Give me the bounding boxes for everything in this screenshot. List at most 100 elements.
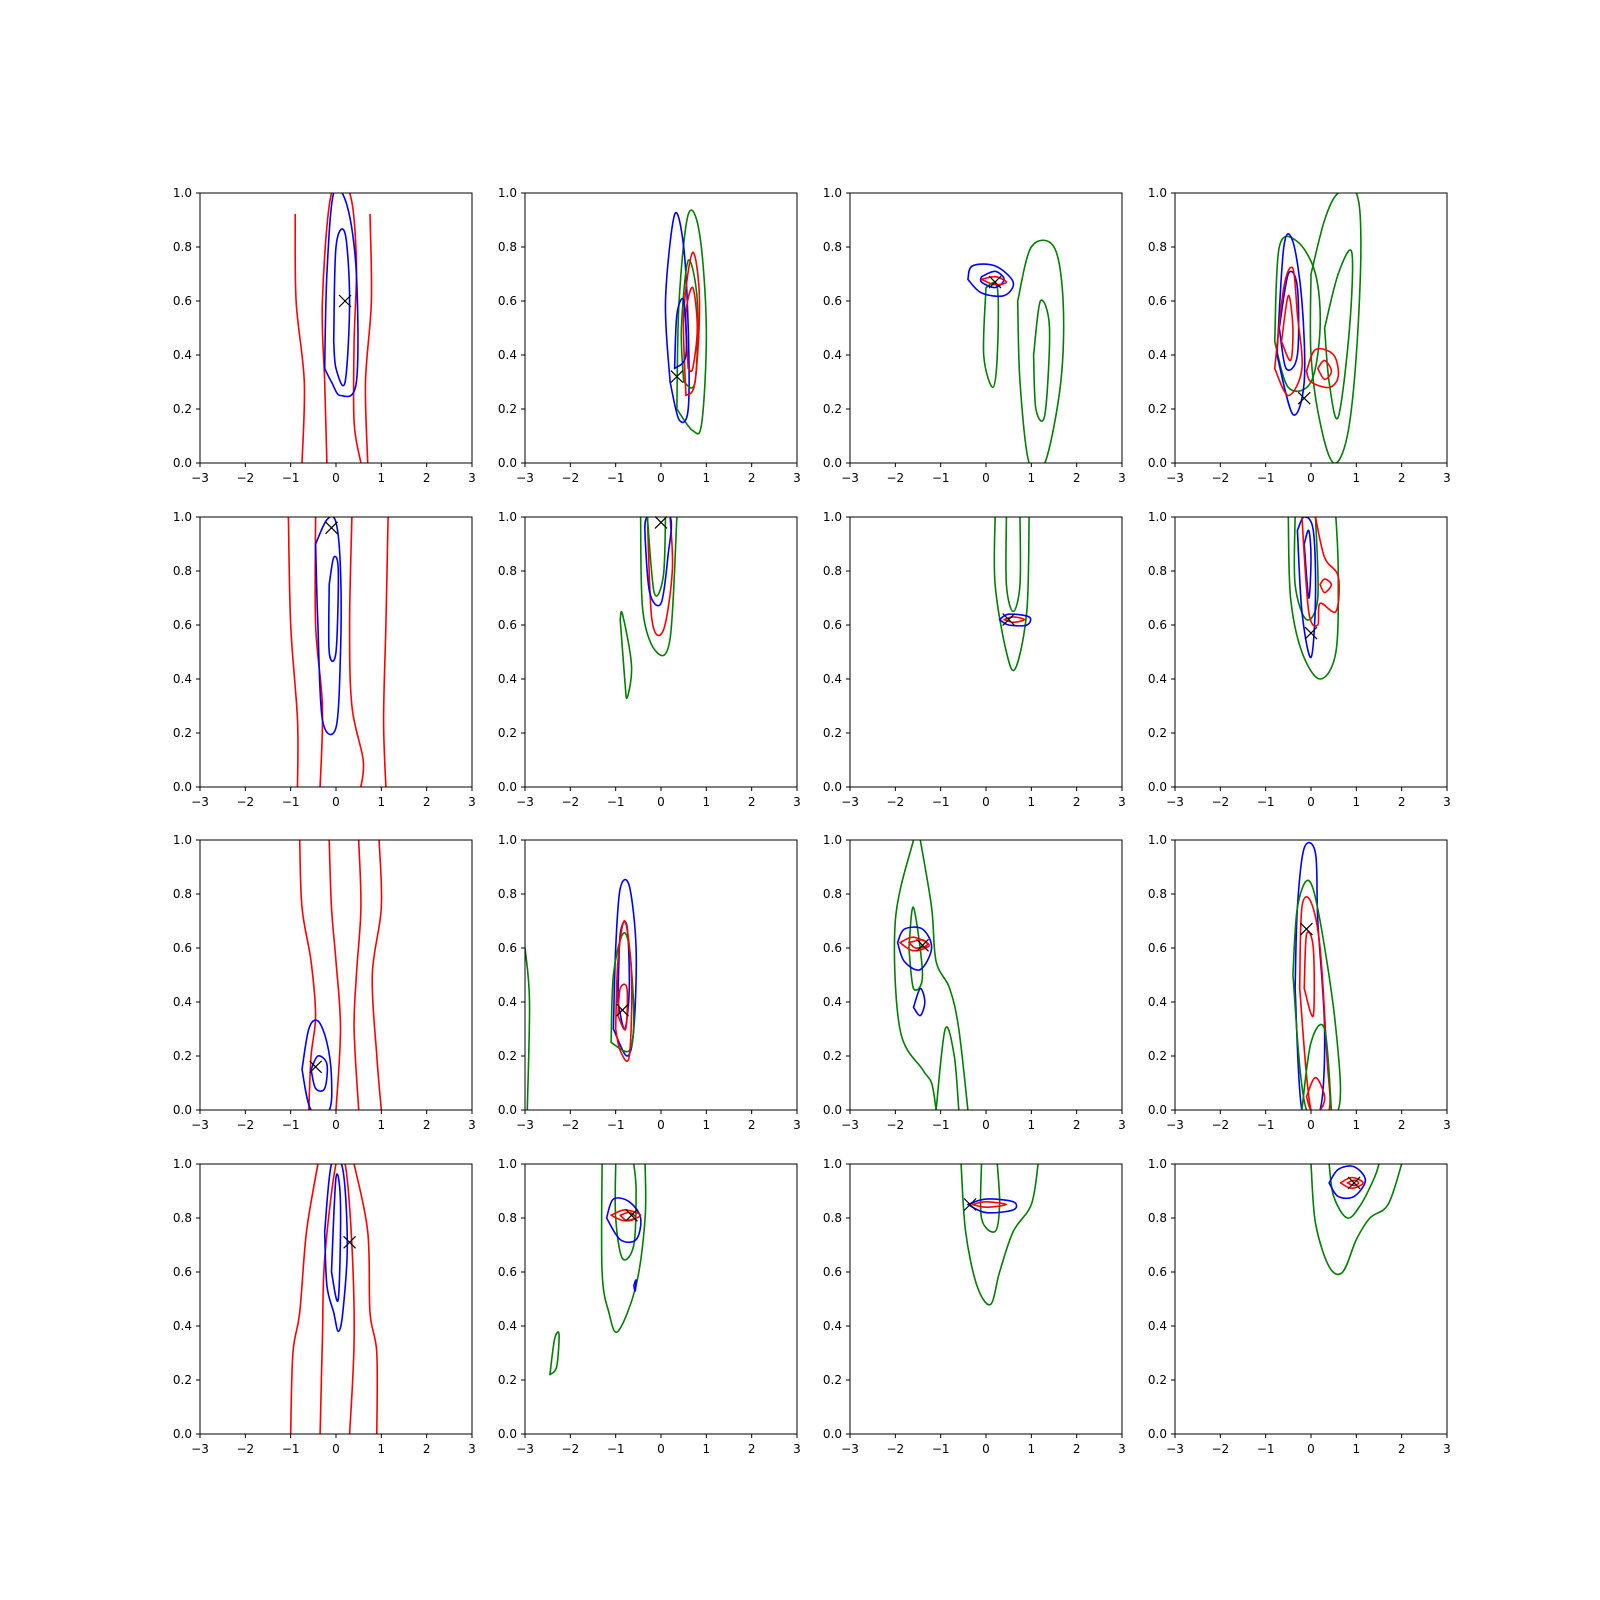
x-tick-label: −3 bbox=[841, 1118, 859, 1132]
red-contour-line bbox=[364, 213, 373, 463]
x-tick-label: 2 bbox=[748, 1442, 756, 1456]
blue-contour-line bbox=[644, 517, 673, 607]
y-tick-label: 1.0 bbox=[498, 186, 517, 200]
y-tick-label: 0.2 bbox=[498, 726, 517, 740]
x-marker bbox=[988, 275, 1002, 289]
subplot-4-2: −3 −2 −1 0 1 2 3 0.0 0.2 0.4 0.6 0.8 1.0 bbox=[498, 1157, 801, 1456]
y-tick-label: 0.6 bbox=[498, 941, 517, 955]
y-tick-label: 0.4 bbox=[498, 348, 517, 362]
x-marker bbox=[616, 1003, 629, 1017]
x-tick-label: 2 bbox=[423, 1442, 431, 1456]
x-tick-label: −1 bbox=[1257, 795, 1275, 809]
y-tick-label: 1.0 bbox=[823, 1157, 842, 1171]
x-tick-label: −1 bbox=[1257, 1442, 1275, 1456]
contour-lines bbox=[1273, 193, 1362, 463]
y-tick-label: 1.0 bbox=[1148, 1157, 1167, 1171]
blue-contour-line bbox=[310, 1055, 329, 1092]
red-contour-line bbox=[287, 517, 299, 787]
subplot-2-3: −3 −2 −1 0 1 2 3 0.0 0.2 0.4 0.6 0.8 1.0 bbox=[823, 510, 1126, 809]
subplot-4-3: −3 −2 −1 0 1 2 3 0.0 0.2 0.4 0.6 0.8 1.0 bbox=[823, 1157, 1126, 1456]
y-tick-label: 1.0 bbox=[1148, 186, 1167, 200]
x-tick-label: −2 bbox=[236, 1118, 254, 1132]
x-tick-label: 1 bbox=[1353, 1118, 1361, 1132]
red-contour-line bbox=[294, 213, 306, 463]
y-tick-label: 0.8 bbox=[498, 564, 517, 578]
x-tick-label: 1 bbox=[703, 1118, 711, 1132]
y-tick-label: 0.8 bbox=[1148, 887, 1167, 901]
y-tick-label: 1.0 bbox=[1148, 833, 1167, 847]
x-tick-label: −2 bbox=[236, 795, 254, 809]
y-tick-label: 0.4 bbox=[823, 348, 842, 362]
blue-contour-line bbox=[330, 1173, 342, 1303]
green-contour-line bbox=[935, 1026, 960, 1110]
x-tick-label: −1 bbox=[607, 795, 625, 809]
green-contour-line bbox=[1287, 517, 1340, 680]
x-marker bbox=[625, 1208, 638, 1222]
x-tick-label: 1 bbox=[378, 795, 386, 809]
red-contour-line bbox=[610, 1209, 642, 1222]
x-tick-label: 0 bbox=[332, 1442, 340, 1456]
y-tick-label: 0.4 bbox=[823, 1319, 842, 1333]
x-tick-label: 1 bbox=[378, 1118, 386, 1132]
red-contour-line bbox=[348, 517, 365, 787]
blue-contour-line bbox=[1328, 1165, 1367, 1200]
red-contour-line bbox=[682, 251, 701, 397]
y-tick-label: 0.6 bbox=[823, 1265, 842, 1279]
x-tick-label: −2 bbox=[236, 471, 254, 485]
x-tick-label: 0 bbox=[1307, 1442, 1315, 1456]
x-tick-label: 1 bbox=[1028, 1118, 1036, 1132]
y-tick-label: 0.2 bbox=[823, 726, 842, 740]
x-tick-label: 2 bbox=[1073, 1118, 1081, 1132]
x-tick-label: −1 bbox=[607, 1118, 625, 1132]
red-contour-line bbox=[617, 983, 629, 1031]
y-tick-label: 0.0 bbox=[498, 1427, 517, 1441]
y-tick-label: 1.0 bbox=[173, 833, 192, 847]
y-tick-label: 0.8 bbox=[823, 887, 842, 901]
x-tick-label: 2 bbox=[1073, 795, 1081, 809]
y-tick-label: 0.6 bbox=[173, 941, 192, 955]
y-tick-label: 0.6 bbox=[1148, 1265, 1167, 1279]
y-tick-label: 0.8 bbox=[173, 240, 192, 254]
x-tick-label: 0 bbox=[982, 471, 990, 485]
red-contour-line bbox=[289, 1164, 319, 1434]
x-tick-label: −2 bbox=[561, 471, 579, 485]
x-tick-label: −3 bbox=[1166, 1442, 1184, 1456]
x-tick-label: 1 bbox=[1353, 471, 1361, 485]
y-tick-label: 0.2 bbox=[173, 726, 192, 740]
y-tick-label: 0.4 bbox=[1148, 672, 1167, 686]
green-contour-line bbox=[1323, 249, 1354, 420]
x-marker bbox=[309, 1060, 323, 1074]
y-tick-label: 0.4 bbox=[173, 1319, 192, 1333]
x-tick-label: −2 bbox=[886, 471, 904, 485]
x-marker bbox=[325, 521, 338, 535]
x-tick-label: −1 bbox=[932, 471, 950, 485]
x-tick-label: 0 bbox=[332, 795, 340, 809]
red-contour-line bbox=[971, 1201, 1008, 1208]
x-marker bbox=[654, 515, 668, 529]
green-contour-line bbox=[982, 281, 1000, 389]
y-tick-label: 0.0 bbox=[823, 456, 842, 470]
red-contour-line bbox=[1339, 1176, 1364, 1190]
red-contour-line bbox=[321, 193, 362, 463]
green-contour-line bbox=[893, 840, 937, 1110]
green-contour-line bbox=[549, 1331, 560, 1376]
y-tick-label: 0.0 bbox=[498, 780, 517, 794]
x-tick-label: −1 bbox=[282, 1118, 300, 1132]
x-marker bbox=[1304, 626, 1318, 640]
x-tick-label: 1 bbox=[703, 471, 711, 485]
contour-lines bbox=[525, 878, 638, 1110]
x-tick-label: −3 bbox=[516, 1118, 534, 1132]
red-contour-line bbox=[646, 517, 674, 637]
x-marker bbox=[916, 938, 929, 952]
axes-frame bbox=[849, 1163, 1123, 1435]
y-tick-label: 0.8 bbox=[823, 240, 842, 254]
y-tick-label: 0.2 bbox=[173, 402, 192, 416]
x-tick-label: 2 bbox=[748, 1118, 756, 1132]
y-tick-label: 0.0 bbox=[498, 456, 517, 470]
x-tick-label: −3 bbox=[841, 795, 859, 809]
axes-frame bbox=[849, 839, 1123, 1111]
axes-frame bbox=[199, 839, 473, 1111]
y-tick-label: 0.6 bbox=[498, 294, 517, 308]
x-tick-label: −2 bbox=[886, 795, 904, 809]
y-tick-label: 1.0 bbox=[173, 1157, 192, 1171]
